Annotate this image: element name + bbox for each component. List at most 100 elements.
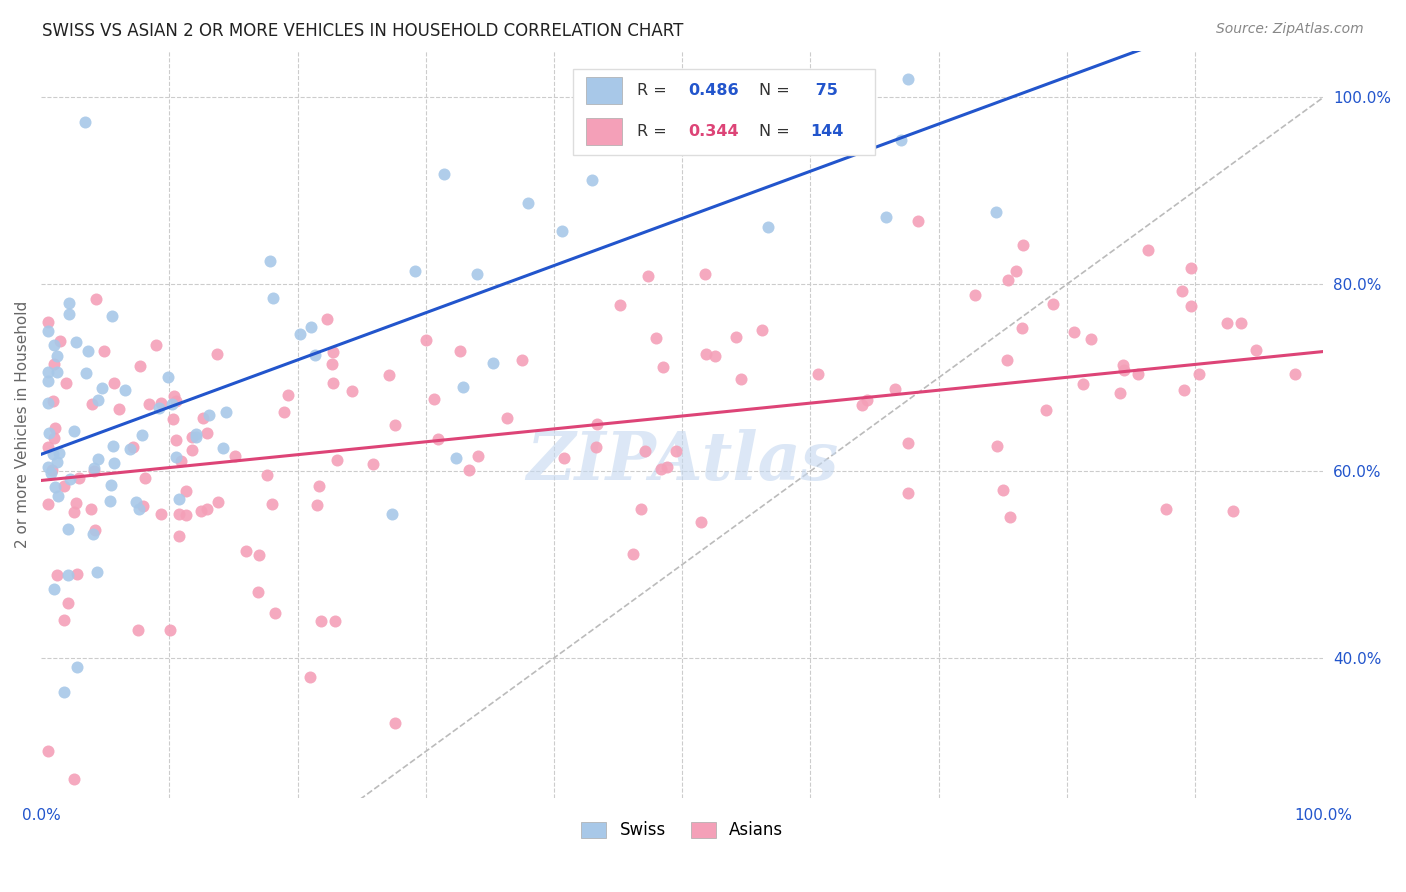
Y-axis label: 2 or more Vehicles in Household: 2 or more Vehicles in Household bbox=[15, 301, 30, 548]
Point bbox=[58, 307, 80, 321]
Point bbox=[1063, 326, 1085, 340]
Point bbox=[73, 114, 96, 128]
Point bbox=[256, 468, 278, 483]
Point bbox=[42, 393, 65, 408]
Point bbox=[1112, 358, 1135, 372]
Point bbox=[652, 360, 675, 375]
Text: N =: N = bbox=[759, 124, 794, 139]
Point bbox=[259, 253, 281, 268]
Point bbox=[309, 614, 332, 628]
Point bbox=[262, 497, 284, 511]
Point bbox=[93, 343, 115, 358]
Point bbox=[756, 219, 779, 234]
Point bbox=[264, 606, 287, 620]
Point bbox=[1180, 261, 1202, 276]
Point bbox=[650, 462, 672, 476]
Point bbox=[262, 291, 284, 305]
Point bbox=[1154, 501, 1177, 516]
Point bbox=[37, 744, 59, 758]
Point bbox=[37, 459, 59, 474]
Point bbox=[730, 372, 752, 386]
Point bbox=[724, 330, 747, 344]
Point bbox=[1244, 343, 1267, 357]
Point bbox=[841, 71, 863, 86]
Point bbox=[65, 567, 87, 582]
Text: 144: 144 bbox=[810, 124, 844, 139]
Point bbox=[131, 428, 153, 442]
Point bbox=[1180, 299, 1202, 313]
Point bbox=[322, 344, 344, 359]
Point bbox=[751, 323, 773, 337]
Point bbox=[184, 427, 207, 442]
Point bbox=[45, 349, 67, 363]
Point bbox=[86, 565, 108, 579]
Point bbox=[247, 548, 270, 562]
Point bbox=[149, 508, 172, 522]
Point bbox=[453, 379, 475, 393]
Point bbox=[45, 366, 67, 380]
Point bbox=[247, 585, 270, 599]
Point bbox=[44, 338, 66, 352]
Point bbox=[433, 168, 456, 182]
Point bbox=[1012, 237, 1035, 252]
Point bbox=[481, 356, 503, 370]
Point bbox=[1230, 316, 1253, 330]
Point bbox=[517, 196, 540, 211]
Point bbox=[108, 401, 131, 416]
Point bbox=[235, 543, 257, 558]
Point bbox=[181, 442, 204, 457]
Point bbox=[695, 347, 717, 361]
Point bbox=[690, 515, 713, 529]
Point bbox=[963, 288, 986, 302]
Point bbox=[38, 426, 60, 441]
Point bbox=[198, 409, 221, 423]
Point bbox=[415, 333, 437, 347]
Point bbox=[56, 522, 79, 536]
Point bbox=[404, 264, 426, 278]
Point bbox=[62, 505, 84, 519]
Point bbox=[807, 367, 830, 381]
Text: R =: R = bbox=[637, 83, 672, 98]
Point bbox=[39, 466, 62, 480]
Point bbox=[581, 172, 603, 186]
Point bbox=[304, 347, 326, 361]
Point bbox=[326, 453, 349, 467]
Point bbox=[65, 496, 87, 510]
Point bbox=[127, 623, 149, 637]
Point bbox=[83, 523, 105, 537]
Point bbox=[80, 397, 103, 411]
Point bbox=[75, 366, 97, 380]
Point bbox=[52, 479, 75, 493]
Point bbox=[995, 352, 1018, 367]
Point bbox=[984, 205, 1007, 219]
Point bbox=[42, 357, 65, 371]
Point bbox=[165, 450, 187, 464]
Point bbox=[145, 337, 167, 351]
Bar bbox=[586, 118, 621, 145]
Point bbox=[63, 772, 86, 787]
Point bbox=[1112, 363, 1135, 377]
Point bbox=[55, 376, 77, 391]
Point bbox=[323, 614, 346, 628]
Point bbox=[91, 381, 114, 395]
Point bbox=[307, 499, 329, 513]
Point bbox=[655, 459, 678, 474]
Point bbox=[84, 293, 107, 307]
Point bbox=[67, 471, 90, 485]
Point bbox=[423, 392, 446, 406]
Point bbox=[122, 440, 145, 454]
Point bbox=[134, 471, 156, 485]
Point bbox=[53, 685, 76, 699]
Point bbox=[342, 384, 364, 398]
Point bbox=[897, 486, 920, 500]
Point bbox=[427, 432, 450, 446]
Point bbox=[174, 483, 197, 498]
Bar bbox=[586, 77, 621, 103]
Point bbox=[125, 495, 148, 509]
Point bbox=[644, 331, 666, 345]
Point bbox=[45, 455, 67, 469]
Point bbox=[986, 439, 1008, 453]
Point bbox=[585, 440, 607, 454]
Point bbox=[37, 315, 59, 329]
Point bbox=[100, 478, 122, 492]
